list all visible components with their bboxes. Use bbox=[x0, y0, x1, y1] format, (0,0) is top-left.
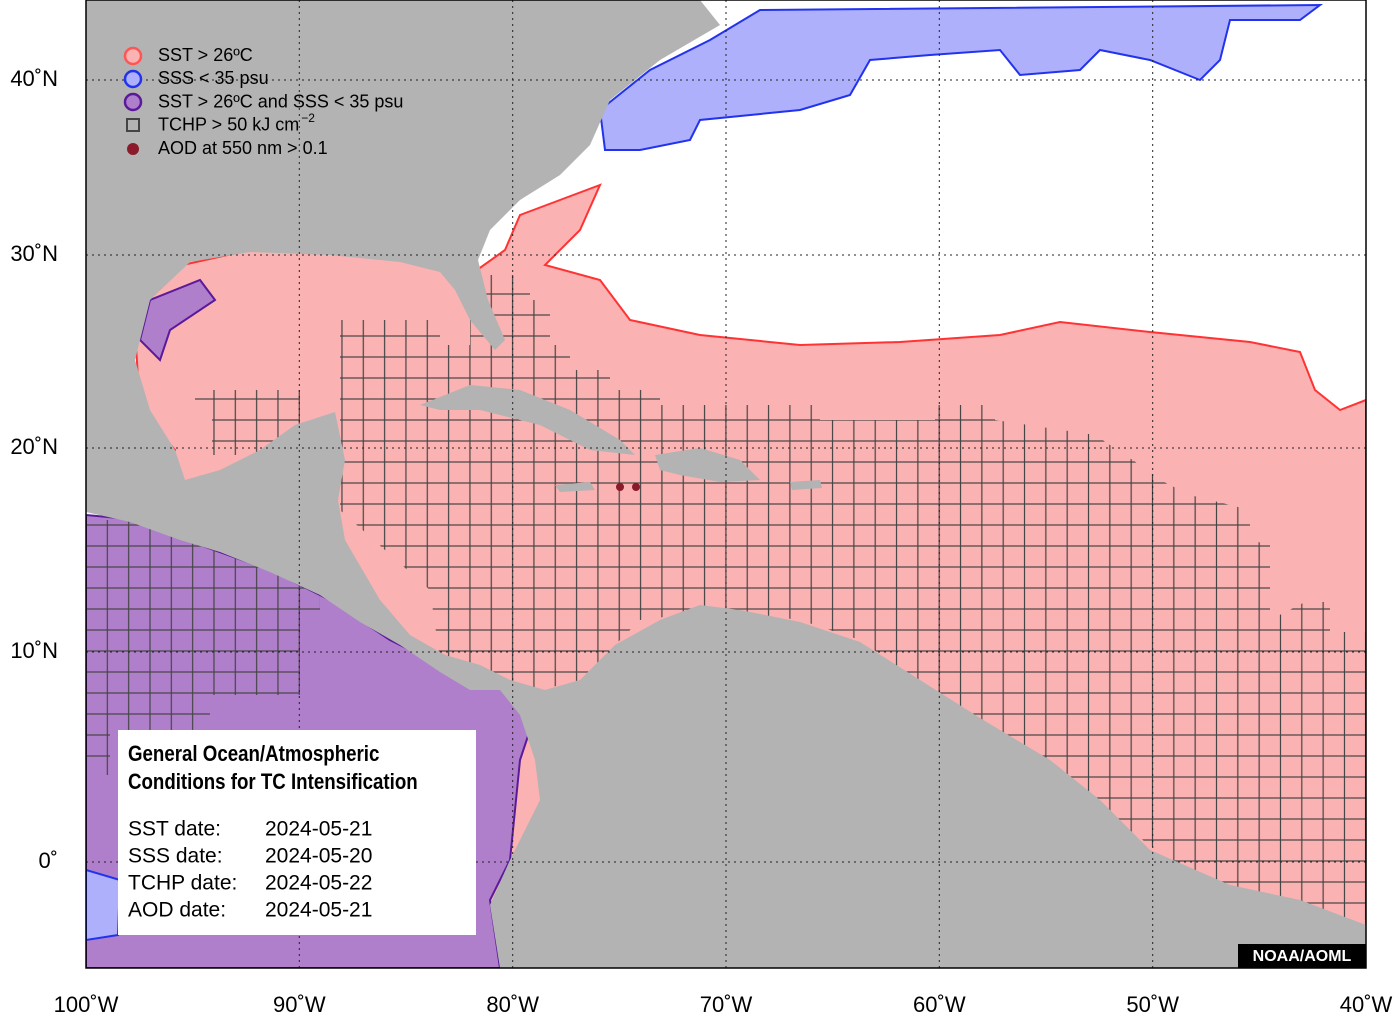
lat-label: 30˚N bbox=[10, 241, 58, 266]
axis-labels: 100˚W 90˚W 80˚W 70˚W 60˚W 50˚W 40˚W 40˚N 30˚N 20˚… bbox=[10, 66, 1392, 1017]
land bbox=[86, 0, 1366, 968]
info-title: General Ocean/Atmospheric bbox=[128, 742, 379, 766]
lon-label: 90˚W bbox=[273, 992, 326, 1017]
legend: SST > 26ºC SSS < 35 psu SST > 26ºC and SSS… bbox=[123, 45, 403, 158]
lon-label: 80˚W bbox=[486, 992, 539, 1017]
island-hispaniola bbox=[655, 448, 760, 482]
island-jamaica bbox=[555, 482, 595, 492]
date-label: AOD date: bbox=[128, 899, 226, 922]
map-frame bbox=[85, 0, 1367, 969]
info-box: General Ocean/Atmospheric Conditions for … bbox=[118, 730, 476, 935]
sss-region bbox=[86, 868, 122, 942]
credit: NOAA/AOML bbox=[1253, 948, 1352, 965]
date-value: 2024-05-21 bbox=[265, 818, 372, 841]
lat-label: 20˚N bbox=[10, 434, 58, 459]
date-label: SST date: bbox=[128, 818, 221, 841]
legend-symbol bbox=[127, 143, 139, 155]
date-label: SSS date: bbox=[128, 845, 223, 868]
lat-label: 40˚N bbox=[10, 66, 58, 91]
date-value: 2024-05-21 bbox=[265, 899, 372, 922]
lon-label: 40˚W bbox=[1340, 992, 1393, 1017]
aod-point bbox=[632, 483, 640, 491]
date-value: 2024-05-22 bbox=[265, 872, 372, 895]
lat-label: 0˚ bbox=[38, 848, 58, 873]
lat-label: 10˚N bbox=[10, 638, 58, 663]
info-title: Conditions for TC Intensification bbox=[128, 770, 418, 794]
aod-point bbox=[616, 483, 624, 491]
legend-symbol bbox=[123, 92, 143, 112]
lon-label: 100˚W bbox=[54, 992, 119, 1017]
lon-label: 60˚W bbox=[913, 992, 966, 1017]
legend-label: SST > 26ºC and SSS < 35 psu bbox=[158, 91, 403, 111]
island-cuba bbox=[420, 385, 635, 455]
legend-label: SST > 26ºC bbox=[158, 45, 253, 65]
legend-label: AOD at 550 nm > 0.1 bbox=[158, 138, 328, 158]
date-value: 2024-05-20 bbox=[265, 845, 372, 868]
info-box-background bbox=[118, 730, 476, 935]
legend-label: TCHP > 50 kJ cm bbox=[158, 115, 299, 135]
sss-region bbox=[598, 3, 1324, 151]
date-label: TCHP date: bbox=[128, 872, 237, 895]
legend-superscript: −2 bbox=[301, 111, 315, 125]
legend-label: SSS < 35 psu bbox=[158, 68, 269, 88]
island-puertorico bbox=[790, 480, 822, 490]
legend-symbol bbox=[123, 69, 143, 89]
lon-label: 70˚W bbox=[700, 992, 753, 1017]
credit-background bbox=[1238, 944, 1366, 968]
lon-label: 50˚W bbox=[1126, 992, 1179, 1017]
legend-symbol bbox=[126, 118, 140, 132]
legend-symbol bbox=[123, 46, 143, 66]
